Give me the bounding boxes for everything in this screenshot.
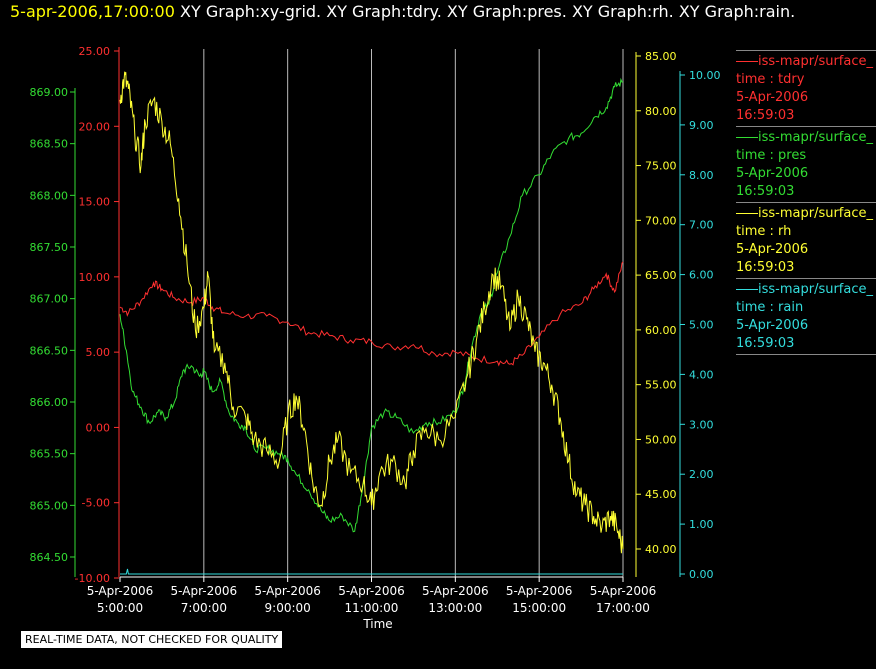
y-tick-label-pres: 864.50 xyxy=(30,551,69,564)
legend-date: 5-Apr-2006 xyxy=(736,166,809,181)
x-tick-label-time: 9:00:00 xyxy=(265,601,311,615)
y-tick-label-rain: 5.00 xyxy=(689,319,714,332)
y-tick-label-rh: 70.00 xyxy=(645,214,677,227)
y-tick-label-tdry: 5.00 xyxy=(86,346,111,359)
legend-date: 5-Apr-2006 xyxy=(736,242,809,257)
x-tick-label-date: 5-Apr-2006 xyxy=(506,584,573,598)
y-tick-label-pres: 868.00 xyxy=(30,189,69,202)
y-tick-label-tdry: 0.00 xyxy=(86,421,111,434)
x-tick-label-time: 11:00:00 xyxy=(345,601,399,615)
x-tick-label-time: 5:00:00 xyxy=(97,601,143,615)
y-tick-label-rh: 55.00 xyxy=(645,379,677,392)
y-tick-label-rh: 85.00 xyxy=(645,50,677,63)
y-tick-label-rain: 0.00 xyxy=(689,568,714,581)
legend-source: iss-mapr/surface_ xyxy=(758,130,874,145)
graph-name-tdry: XY Graph:tdry. xyxy=(326,2,442,21)
y-tick-label-pres: 868.50 xyxy=(30,138,69,151)
x-tick-label-time: 13:00:00 xyxy=(428,601,482,615)
y-tick-label-tdry: -10.00 xyxy=(75,572,110,585)
y-tick-label-rh: 75.00 xyxy=(645,160,677,173)
legend-var: time : rh xyxy=(736,224,792,239)
legend-time: 16:59:03 xyxy=(736,260,795,275)
timestamp: 5-apr-2006,17:00:00 xyxy=(10,2,175,21)
graph-name-xy-grid: XY Graph:xy-grid. xyxy=(180,2,322,21)
y-tick-label-pres: 866.50 xyxy=(30,344,69,357)
legend-time: 16:59:03 xyxy=(736,108,795,123)
y-tick-label-rh: 60.00 xyxy=(645,324,677,337)
y-tick-label-pres: 869.00 xyxy=(30,86,69,99)
legend-var: time : rain xyxy=(736,300,804,315)
y-tick-label-tdry: 10.00 xyxy=(79,271,111,284)
legend-entry-pres: iss-mapr/surface_ time : pres 5-Apr-2006… xyxy=(736,125,876,201)
y-tick-label-pres: 867.50 xyxy=(30,241,69,254)
graph-name-rain: XY Graph:rain. xyxy=(678,2,796,21)
y-tick-label-rain: 3.00 xyxy=(689,418,714,431)
y-tick-label-rh: 40.00 xyxy=(645,543,677,556)
y-tick-label-pres: 865.00 xyxy=(30,499,69,512)
y-tick-label-pres: 866.00 xyxy=(30,396,69,409)
series-line-rain xyxy=(120,568,623,575)
y-tick-label-rh: 50.00 xyxy=(645,433,677,446)
y-tick-label-tdry: -5.00 xyxy=(82,497,110,510)
y-tick-label-rh: 80.00 xyxy=(645,105,677,118)
y-tick-label-rh: 45.00 xyxy=(645,488,677,501)
legend-source: iss-mapr/surface_ xyxy=(758,54,874,69)
y-tick-label-tdry: 20.00 xyxy=(79,120,111,133)
chart-title-bar: 5-apr-2006,17:00:00 XY Graph:xy-grid. XY… xyxy=(10,2,795,24)
y-tick-label-rain: 6.00 xyxy=(689,269,714,282)
y-tick-label-rh: 65.00 xyxy=(645,269,677,282)
legend-var: time : tdry xyxy=(736,72,805,87)
legend-time: 16:59:03 xyxy=(736,336,795,351)
legend-date: 5-Apr-2006 xyxy=(736,318,809,333)
series-line-rh xyxy=(119,71,624,554)
x-tick-label-date: 5-Apr-2006 xyxy=(422,584,489,598)
y-tick-label-pres: 867.00 xyxy=(30,293,69,306)
legend-source: iss-mapr/surface_ xyxy=(758,282,874,297)
series-line-tdry xyxy=(119,261,624,367)
legend-var: time : pres xyxy=(736,148,807,163)
y-tick-label-rain: 7.00 xyxy=(689,219,714,232)
quality-disclaimer: REAL-TIME DATA, NOT CHECKED FOR QUALITY xyxy=(20,630,284,649)
legend-entry-rh: iss-mapr/surface_ time : rh 5-Apr-2006 1… xyxy=(736,201,876,277)
y-tick-label-rain: 9.00 xyxy=(689,119,714,132)
x-axis-title: Time xyxy=(363,617,393,631)
x-tick-label-date: 5-Apr-2006 xyxy=(254,584,321,598)
legend-date: 5-Apr-2006 xyxy=(736,90,809,105)
y-tick-label-rain: 4.00 xyxy=(689,368,714,381)
y-tick-label-rain: 10.00 xyxy=(689,69,721,82)
x-tick-label-time: 17:00:00 xyxy=(596,601,650,615)
legend: iss-mapr/surface_ time : tdry 5-Apr-2006… xyxy=(736,49,876,357)
legend-entry-tdry: iss-mapr/surface_ time : tdry 5-Apr-2006… xyxy=(736,49,876,125)
y-tick-label-tdry: 25.00 xyxy=(79,45,111,58)
x-tick-label-time: 7:00:00 xyxy=(181,601,227,615)
y-tick-label-pres: 865.50 xyxy=(30,448,69,461)
x-tick-label-date: 5-Apr-2006 xyxy=(590,584,657,598)
legend-entry-rain: iss-mapr/surface_ time : rain 5-Apr-2006… xyxy=(736,277,876,357)
x-tick-label-date: 5-Apr-2006 xyxy=(87,584,154,598)
y-tick-label-rain: 8.00 xyxy=(689,169,714,182)
legend-time: 16:59:03 xyxy=(736,184,795,199)
x-tick-label-date: 5-Apr-2006 xyxy=(171,584,238,598)
x-tick-label-date: 5-Apr-2006 xyxy=(338,584,405,598)
x-tick-label-time: 15:00:00 xyxy=(512,601,566,615)
graph-name-pres: XY Graph:pres. xyxy=(446,2,567,21)
y-tick-label-tdry: 15.00 xyxy=(79,196,111,209)
series-line-pres xyxy=(119,77,624,533)
legend-source: iss-mapr/surface_ xyxy=(758,206,874,221)
y-tick-label-rain: 2.00 xyxy=(689,468,714,481)
y-tick-label-rain: 1.00 xyxy=(689,518,714,531)
graph-name-rh: XY Graph:rh. xyxy=(571,2,674,21)
